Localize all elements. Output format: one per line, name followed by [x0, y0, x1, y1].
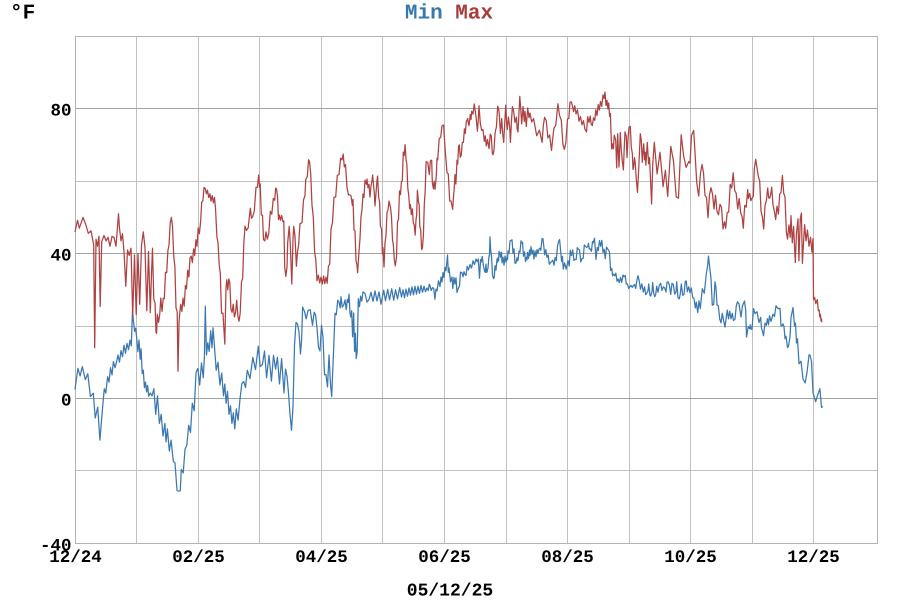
svg-text:06/25: 06/25	[418, 548, 471, 568]
svg-text:0: 0	[61, 391, 72, 411]
svg-text:05/12/25: 05/12/25	[407, 582, 493, 601]
svg-text:12/24: 12/24	[49, 548, 102, 568]
svg-text:°F: °F	[10, 3, 35, 26]
svg-text:04/25: 04/25	[295, 548, 348, 568]
svg-text:-40: -40	[40, 536, 72, 556]
svg-text:80: 80	[50, 102, 71, 122]
svg-text:08/25: 08/25	[541, 548, 594, 568]
svg-text:Min Max: Min Max	[405, 2, 494, 25]
svg-text:10/25: 10/25	[664, 548, 717, 568]
svg-text:12/25: 12/25	[787, 548, 840, 568]
svg-text:40: 40	[50, 247, 71, 267]
svg-text:02/25: 02/25	[172, 548, 225, 568]
